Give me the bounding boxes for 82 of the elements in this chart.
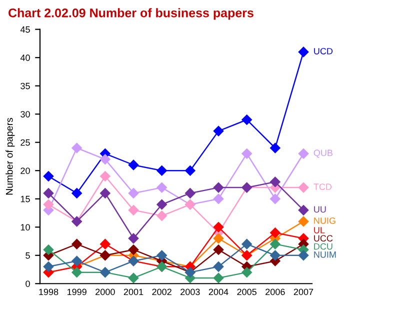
point — [43, 262, 54, 272]
point — [156, 210, 167, 221]
y-tick-label: 35 — [20, 82, 30, 90]
point — [72, 267, 82, 278]
point — [298, 148, 309, 159]
chart-title: Chart 2.02.09 Number of business papers — [8, 8, 254, 20]
x-tick-label: 2000 — [96, 288, 115, 296]
point — [298, 205, 309, 216]
point — [43, 199, 54, 210]
x-tick-label: 2005 — [237, 288, 256, 296]
point — [72, 142, 82, 154]
y-tick-label: 25 — [20, 139, 30, 146]
series-label: UCD — [314, 48, 333, 54]
point — [72, 256, 82, 266]
point — [185, 165, 196, 176]
point — [72, 238, 82, 250]
series-label: UL — [314, 227, 325, 234]
point — [43, 244, 54, 255]
point — [270, 238, 280, 250]
point — [213, 182, 224, 193]
y-tick-label: 40 — [20, 54, 30, 61]
point — [270, 228, 280, 238]
x-tick-label: 1999 — [67, 288, 86, 296]
point — [100, 171, 110, 182]
point — [298, 182, 309, 193]
point — [270, 176, 280, 188]
point — [242, 114, 252, 125]
x-tick-label: 2007 — [294, 288, 314, 296]
y-axis-title: Number of papers — [6, 118, 15, 195]
point — [156, 182, 167, 193]
point — [72, 188, 82, 198]
point — [156, 250, 167, 260]
point — [213, 244, 224, 255]
x-tick-label: 2003 — [180, 288, 200, 296]
series-label: NUIG — [314, 217, 336, 224]
y-tick-label: 0 — [26, 280, 30, 287]
point — [128, 188, 139, 198]
point — [128, 233, 139, 244]
x-tick-label: 2006 — [266, 288, 285, 296]
point — [100, 188, 110, 198]
series-label: QUB — [314, 150, 333, 158]
point — [213, 233, 224, 244]
point — [156, 165, 167, 176]
point — [270, 194, 280, 204]
point — [213, 272, 224, 284]
point — [213, 194, 224, 204]
point — [298, 250, 309, 260]
point — [185, 188, 196, 198]
point — [213, 126, 224, 136]
x-tick-label: 1998 — [39, 288, 58, 296]
y-tick-label: 30 — [20, 111, 30, 118]
point — [128, 160, 139, 170]
point — [128, 244, 139, 255]
y-tick-label: 45 — [20, 26, 30, 33]
point — [43, 188, 54, 198]
y-tick-label: 15 — [20, 196, 30, 202]
point — [156, 199, 167, 210]
series-label: TCD — [314, 184, 332, 190]
point — [100, 154, 110, 164]
point — [298, 46, 309, 58]
point — [270, 250, 280, 260]
point — [242, 267, 252, 278]
point — [298, 216, 309, 227]
series-label: UCC — [314, 235, 333, 242]
series-label: NUIM — [314, 251, 336, 258]
x-tick-label: 2004 — [208, 288, 228, 296]
y-tick-label: 10 — [20, 224, 30, 230]
point — [270, 142, 280, 154]
point — [213, 222, 224, 232]
point — [43, 171, 54, 182]
point — [100, 238, 110, 250]
series-label: UU — [314, 206, 326, 213]
y-tick-label: 20 — [20, 168, 30, 174]
x-tick-label: 2001 — [124, 288, 144, 296]
point — [128, 272, 139, 284]
point — [128, 205, 139, 216]
x-tick-label: 2002 — [152, 288, 172, 296]
y-tick-label: 5 — [26, 252, 30, 259]
series-label: DCU — [314, 243, 332, 250]
point — [213, 262, 224, 272]
point — [242, 238, 252, 250]
point — [242, 148, 252, 159]
